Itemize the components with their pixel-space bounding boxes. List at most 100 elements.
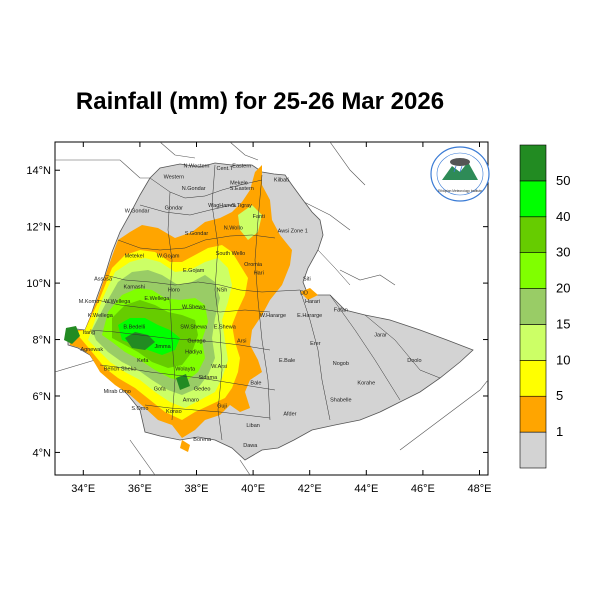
logo-text: Ethiopian Meteorology Institute [438, 189, 482, 193]
lat-tick-label: 10°N [26, 278, 51, 290]
region-label: NSh [217, 288, 228, 294]
region-label: Agnewak [80, 347, 103, 353]
rain-band-50-plus [125, 332, 155, 350]
lon-tick-label: 36°E [128, 483, 152, 495]
colorbar-swatch [519, 431, 547, 469]
rain-spot-south-west [176, 374, 190, 390]
region-label: Erer [310, 341, 321, 347]
lat-tick-label: 6°N [33, 391, 52, 403]
region-label: Shabelle [330, 398, 351, 404]
lon-tick-label: 40°E [241, 483, 265, 495]
lon-tick-label: 38°E [185, 483, 209, 495]
region-label: M.Komo [79, 299, 99, 305]
region-label: S.Omo [131, 406, 148, 412]
region-label: South Wello [216, 251, 246, 257]
colorbar-swatch [519, 360, 547, 397]
region-label: Assosa [94, 276, 113, 282]
region-label: Guji [217, 403, 227, 409]
lon-tick-label: 44°E [354, 483, 378, 495]
rain-spot-south [180, 440, 190, 452]
region-label: Bale [250, 381, 261, 387]
region-label: Mekele [230, 180, 248, 186]
region-label: Afder [283, 412, 296, 418]
region-label: Eastern [232, 163, 251, 169]
map-title: Rainfall (mm) for 25-26 Mar 2026 [75, 88, 445, 115]
region-label: Awsi Zone 1 [278, 228, 308, 234]
region-label: N.Western [184, 163, 210, 169]
region-label: Horo [168, 288, 180, 294]
region-label: Gurage [187, 338, 205, 344]
region-label: Oromia [244, 262, 263, 268]
region-label: E.Hararge [297, 313, 322, 319]
region-label: S.Eastern [230, 186, 254, 192]
region-label: N.Gondar [182, 186, 206, 192]
region-label: Cent.T [217, 166, 234, 172]
region-label: Kefa [137, 358, 149, 364]
region-label: Wolayta [175, 367, 196, 373]
region-label: Itang [83, 330, 95, 336]
rain-spot-east [300, 288, 318, 300]
region-label: Siti [303, 276, 311, 282]
colorbar-swatch [519, 288, 547, 325]
region-label: SW.Shewa [180, 324, 208, 330]
region-label: S.Gondar [185, 231, 209, 237]
region-label: B.Bedelli [123, 324, 145, 330]
region-label: E.Bale [279, 358, 295, 364]
lat-tick-label: 14°N [26, 165, 51, 177]
region-label: W.Arsi [211, 364, 227, 370]
region-label: Gedeo [194, 386, 211, 392]
colorbar-label: 50 [556, 173, 570, 188]
colorbar-swatch [519, 395, 547, 433]
region-label: E.Gojam [183, 268, 205, 274]
region-label: Jimma [154, 344, 171, 350]
colorbar-swatch [519, 324, 547, 361]
region-label: Gofa [154, 386, 167, 392]
region-label: Jarar [374, 333, 387, 339]
region-label: Doolo [407, 358, 421, 364]
region-label: Arsi [237, 338, 246, 344]
region-label: W.Shewa [182, 305, 206, 311]
rain-spot-north [238, 205, 262, 240]
map-axes: 4°N 6°N 8°N 10°N 12°N 14°N 34°E 36°E 38°E 40°E 42°… [26, 142, 492, 495]
colorbar-swatch [519, 180, 547, 218]
region-label: Kilbati [274, 178, 289, 184]
region-label: Sidama [198, 375, 218, 381]
colorbar-swatch [519, 144, 547, 182]
colorbar-label: 10 [556, 352, 570, 367]
region-label: DD [300, 290, 308, 296]
mountain-icon [442, 162, 478, 180]
region-label: WagHamra [208, 203, 237, 209]
region-label: Amaro [183, 398, 199, 404]
colorbar-label: 30 [556, 245, 570, 260]
region-label: W.Wellega [104, 299, 131, 305]
lat-tick-label: 8°N [33, 335, 52, 347]
region-label: Konso [166, 409, 182, 415]
colorbar-swatch [519, 216, 547, 253]
region-label: S.Tigray [232, 203, 253, 209]
region-label: Bench Sheko [104, 367, 137, 373]
region-label: Harari [305, 299, 320, 305]
logo: Ethiopian Meteorology Institute [430, 146, 490, 202]
colorbar-label: 1 [556, 424, 563, 439]
region-label: Dawa [243, 443, 258, 449]
region-label: Metekel [125, 254, 144, 260]
region-label: Nogob [333, 361, 349, 367]
region-label: Gondar [165, 206, 184, 212]
region-label: Western [164, 175, 184, 181]
lat-tick-label: 4°N [33, 447, 52, 459]
region-label: Mirab Omo [104, 389, 131, 395]
colorbar-label: 20 [556, 281, 570, 296]
admin-boundaries [89, 164, 441, 441]
region-label: Hadiya [185, 350, 203, 356]
region-label: W.Gojam [157, 254, 180, 260]
colorbar-swatch [519, 252, 547, 289]
lon-tick-label: 34°E [71, 483, 95, 495]
region-label: E.Wellega [144, 296, 170, 302]
region-label: Kamashi [124, 285, 145, 291]
lon-tick-label: 48°E [468, 483, 492, 495]
region-label: W.Gondar [125, 209, 150, 215]
